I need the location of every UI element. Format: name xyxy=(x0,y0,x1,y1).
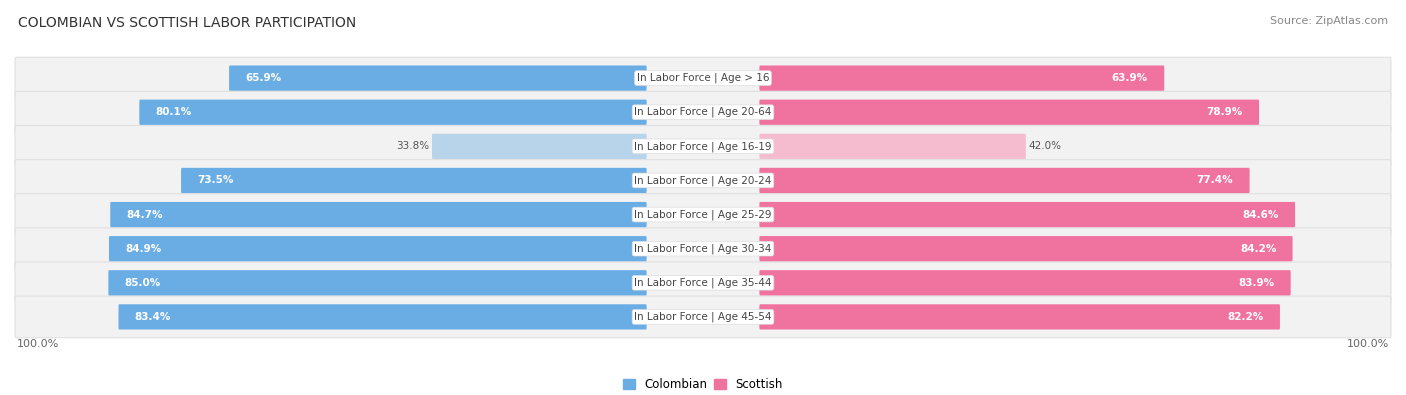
Text: 100.0%: 100.0% xyxy=(17,339,59,348)
FancyBboxPatch shape xyxy=(229,66,647,91)
FancyBboxPatch shape xyxy=(759,100,1260,125)
Text: 65.9%: 65.9% xyxy=(246,73,281,83)
Text: 84.7%: 84.7% xyxy=(127,210,163,220)
FancyBboxPatch shape xyxy=(15,296,1391,338)
Text: 82.2%: 82.2% xyxy=(1227,312,1264,322)
FancyBboxPatch shape xyxy=(15,262,1391,304)
Text: COLOMBIAN VS SCOTTISH LABOR PARTICIPATION: COLOMBIAN VS SCOTTISH LABOR PARTICIPATIO… xyxy=(18,16,357,30)
Text: In Labor Force | Age 16-19: In Labor Force | Age 16-19 xyxy=(634,141,772,152)
Text: 100.0%: 100.0% xyxy=(1347,339,1389,348)
Text: 80.1%: 80.1% xyxy=(156,107,191,117)
FancyBboxPatch shape xyxy=(15,228,1391,269)
Legend: Colombian, Scottish: Colombian, Scottish xyxy=(619,373,787,395)
Text: In Labor Force | Age > 16: In Labor Force | Age > 16 xyxy=(637,73,769,83)
Text: 83.4%: 83.4% xyxy=(135,312,172,322)
FancyBboxPatch shape xyxy=(759,270,1291,295)
Text: 83.9%: 83.9% xyxy=(1239,278,1274,288)
FancyBboxPatch shape xyxy=(759,304,1279,329)
Text: 33.8%: 33.8% xyxy=(396,141,429,151)
FancyBboxPatch shape xyxy=(759,168,1250,193)
Text: 84.2%: 84.2% xyxy=(1240,244,1277,254)
FancyBboxPatch shape xyxy=(432,134,647,159)
Text: 85.0%: 85.0% xyxy=(125,278,160,288)
Text: In Labor Force | Age 30-34: In Labor Force | Age 30-34 xyxy=(634,243,772,254)
FancyBboxPatch shape xyxy=(759,134,1026,159)
FancyBboxPatch shape xyxy=(759,202,1295,227)
FancyBboxPatch shape xyxy=(15,126,1391,167)
FancyBboxPatch shape xyxy=(118,304,647,329)
FancyBboxPatch shape xyxy=(181,168,647,193)
FancyBboxPatch shape xyxy=(759,236,1292,261)
FancyBboxPatch shape xyxy=(110,202,647,227)
Text: In Labor Force | Age 45-54: In Labor Force | Age 45-54 xyxy=(634,312,772,322)
Text: In Labor Force | Age 35-44: In Labor Force | Age 35-44 xyxy=(634,278,772,288)
Text: 63.9%: 63.9% xyxy=(1112,73,1147,83)
Text: 73.5%: 73.5% xyxy=(197,175,233,185)
FancyBboxPatch shape xyxy=(15,194,1391,235)
Text: 42.0%: 42.0% xyxy=(1029,141,1062,151)
FancyBboxPatch shape xyxy=(139,100,647,125)
FancyBboxPatch shape xyxy=(15,160,1391,201)
FancyBboxPatch shape xyxy=(759,66,1164,91)
FancyBboxPatch shape xyxy=(15,57,1391,99)
Text: In Labor Force | Age 20-64: In Labor Force | Age 20-64 xyxy=(634,107,772,117)
Text: 77.4%: 77.4% xyxy=(1197,175,1233,185)
FancyBboxPatch shape xyxy=(15,91,1391,133)
FancyBboxPatch shape xyxy=(108,270,647,295)
Text: 84.6%: 84.6% xyxy=(1243,210,1279,220)
Text: In Labor Force | Age 25-29: In Labor Force | Age 25-29 xyxy=(634,209,772,220)
Text: In Labor Force | Age 20-24: In Labor Force | Age 20-24 xyxy=(634,175,772,186)
Text: 78.9%: 78.9% xyxy=(1206,107,1243,117)
FancyBboxPatch shape xyxy=(110,236,647,261)
Text: Source: ZipAtlas.com: Source: ZipAtlas.com xyxy=(1270,16,1388,26)
Text: 84.9%: 84.9% xyxy=(125,244,162,254)
